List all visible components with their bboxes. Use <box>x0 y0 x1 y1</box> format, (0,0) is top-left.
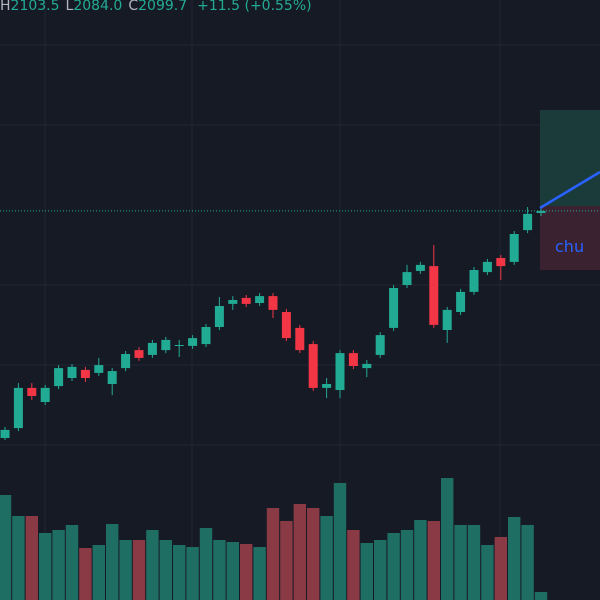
candle-body <box>13 387 23 429</box>
price-change: +11.5 (+0.55%) <box>197 0 312 14</box>
volume-bar <box>467 525 481 600</box>
loss-zone[interactable] <box>540 206 600 270</box>
candle-body <box>295 327 305 351</box>
candle-body <box>362 363 372 369</box>
volume-bar <box>79 548 92 600</box>
candle-body <box>241 297 251 304</box>
ohlc-label: H <box>0 0 11 14</box>
candle-body <box>469 270 479 292</box>
volume-bar <box>347 530 360 600</box>
candle-body <box>322 384 332 388</box>
volume-bar <box>186 547 199 600</box>
volume-bar <box>12 516 25 600</box>
volume-bar <box>39 533 52 600</box>
candles <box>0 206 600 441</box>
volume-bar <box>266 508 280 600</box>
volume-bar <box>226 542 239 600</box>
volume-bar <box>253 547 266 600</box>
volume-pane <box>0 478 548 600</box>
candle-body <box>0 429 10 438</box>
volume-bar <box>441 478 454 600</box>
volume-bar <box>132 540 146 600</box>
position-label: chu <box>555 237 584 256</box>
volume-bar <box>481 545 494 600</box>
candle-body <box>281 312 291 339</box>
position-line[interactable] <box>539 170 600 210</box>
volume-bar <box>400 530 414 600</box>
candle-body <box>161 339 171 351</box>
ohlc-header: H2103.5 L2084.0 C2099.7 +11.5 (+0.55%) <box>0 0 312 14</box>
volume-bar <box>333 483 347 600</box>
volume-bar <box>427 521 440 600</box>
volume-bar <box>494 537 507 600</box>
candle-body <box>121 354 131 369</box>
volume-bar <box>0 495 12 600</box>
volume-bar <box>119 540 132 600</box>
volume-bar <box>240 544 253 600</box>
candle-body <box>348 353 358 366</box>
volume-bar <box>199 528 213 600</box>
candle-body <box>389 288 399 328</box>
candle-body <box>402 272 412 285</box>
candle-body <box>536 210 546 213</box>
volume-bar <box>307 508 320 600</box>
candle-body <box>214 306 224 327</box>
volume-bar <box>65 525 79 600</box>
ohlc-value: 2084.0 <box>73 0 123 14</box>
profit-zone[interactable] <box>540 110 600 206</box>
volume-bar <box>293 504 306 600</box>
candle-body <box>147 342 157 355</box>
candle-body <box>482 261 492 273</box>
candle-body <box>67 366 77 378</box>
volume-bar <box>320 516 333 600</box>
ohlc-value: 2103.5 <box>10 0 60 14</box>
candle-body <box>228 300 238 304</box>
candle-body <box>54 368 64 387</box>
candle-body <box>107 371 117 384</box>
candle-body <box>496 258 506 267</box>
volume-bar <box>173 545 186 600</box>
candle-body <box>509 234 519 262</box>
candle-body <box>174 345 184 346</box>
candle-body <box>27 387 37 396</box>
volume-bar <box>146 530 159 600</box>
candle-body <box>523 213 533 231</box>
volume-bar <box>213 540 226 600</box>
volume-bar <box>374 540 387 600</box>
volume-bar <box>534 592 548 600</box>
candle-body <box>429 266 439 325</box>
volume-bar <box>106 524 119 600</box>
volume-bar <box>280 521 293 600</box>
volume-bar <box>159 540 172 600</box>
volume-bar <box>521 525 534 600</box>
candle-body <box>375 335 385 355</box>
volume-bar <box>387 533 400 600</box>
candle-body <box>40 387 50 402</box>
candle-body <box>456 291 466 312</box>
candle-body <box>415 264 425 271</box>
volume-bar <box>360 543 373 600</box>
candle-body <box>201 327 211 345</box>
candle-body <box>188 338 198 346</box>
candle-body <box>80 369 90 378</box>
volume-bar <box>25 516 38 600</box>
candle-body <box>442 309 452 330</box>
candle-body <box>335 353 345 390</box>
candle-body <box>308 344 318 388</box>
ohlc-label: C <box>128 0 139 14</box>
volume-bar <box>92 545 105 600</box>
volume-bar <box>508 517 521 600</box>
candle-body <box>268 296 278 310</box>
candle-body <box>255 296 265 303</box>
ohlc-label: L <box>65 0 74 14</box>
volume-bar <box>52 530 65 600</box>
volume-bar <box>414 520 427 600</box>
candle-body <box>134 350 144 358</box>
volume-bar <box>454 525 467 600</box>
candle-body <box>94 365 104 373</box>
ohlc-value: 2099.7 <box>138 0 188 14</box>
